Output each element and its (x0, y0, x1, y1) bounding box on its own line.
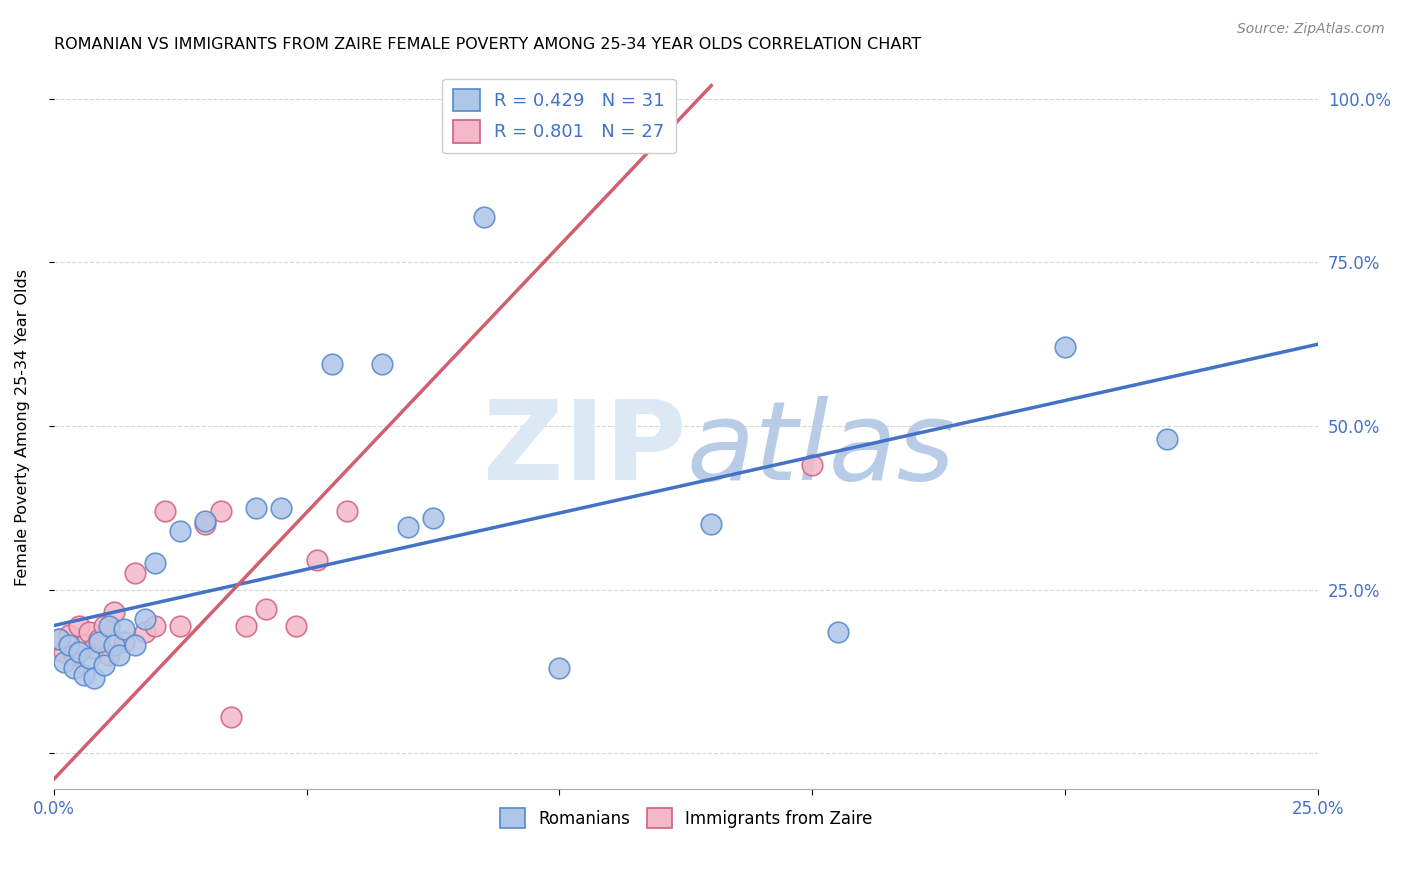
Point (73, 638, 96, 652)
Point (134, 625, 156, 640)
Point (58, 628, 80, 642)
Point (169, 618, 191, 632)
Point (67, 618, 90, 632)
Y-axis label: Female Poverty Among 25-34 Year Olds: Female Poverty Among 25-34 Year Olds (15, 269, 30, 586)
Text: Source: ZipAtlas.com: Source: ZipAtlas.com (1237, 22, 1385, 37)
Point (235, 618, 257, 632)
Point (98, 618, 121, 632)
Point (67, 645, 90, 659)
Point (143, 557, 166, 571)
Text: atlas: atlas (686, 396, 955, 503)
Point (548, 661, 571, 675)
Point (114, 635, 136, 649)
Point (124, 566, 146, 581)
Point (93, 618, 115, 632)
Point (83, 641, 105, 656)
Point (103, 638, 125, 652)
Point (219, 710, 242, 724)
Point (472, 210, 495, 224)
Point (153, 504, 176, 518)
Point (700, 517, 723, 532)
Point (194, 517, 217, 532)
Point (103, 606, 125, 620)
Point (396, 520, 419, 534)
Point (58, 638, 80, 652)
Point (245, 500, 267, 515)
Point (305, 553, 328, 567)
Point (1156, 432, 1178, 446)
Point (89, 635, 111, 649)
Point (108, 648, 131, 662)
Point (48, 632, 70, 646)
Point (270, 500, 292, 515)
Text: ROMANIAN VS IMMIGRANTS FROM ZAIRE FEMALE POVERTY AMONG 25-34 YEAR OLDS CORRELATI: ROMANIAN VS IMMIGRANTS FROM ZAIRE FEMALE… (53, 37, 921, 53)
Point (114, 622, 136, 636)
Point (93, 657, 115, 672)
Point (134, 612, 156, 626)
Point (77, 625, 100, 640)
Point (209, 504, 232, 518)
Point (77, 651, 100, 665)
Point (63, 648, 86, 662)
Point (194, 514, 217, 528)
Point (52, 645, 75, 659)
Point (321, 357, 343, 371)
Point (827, 625, 849, 640)
Point (422, 510, 444, 524)
Point (73, 667, 96, 681)
Point (83, 671, 105, 685)
Point (285, 618, 308, 632)
Point (52, 655, 75, 669)
Point (254, 602, 277, 616)
Point (371, 357, 394, 371)
Point (336, 504, 359, 518)
Text: ZIP: ZIP (482, 396, 686, 503)
Point (169, 524, 191, 538)
Legend: Romanians, Immigrants from Zaire: Romanians, Immigrants from Zaire (494, 802, 879, 835)
Point (48, 632, 70, 646)
Point (1054, 340, 1077, 354)
Point (801, 458, 824, 473)
Point (89, 632, 111, 646)
Point (124, 638, 146, 652)
Point (143, 618, 166, 632)
Point (63, 661, 86, 675)
Point (98, 648, 121, 662)
